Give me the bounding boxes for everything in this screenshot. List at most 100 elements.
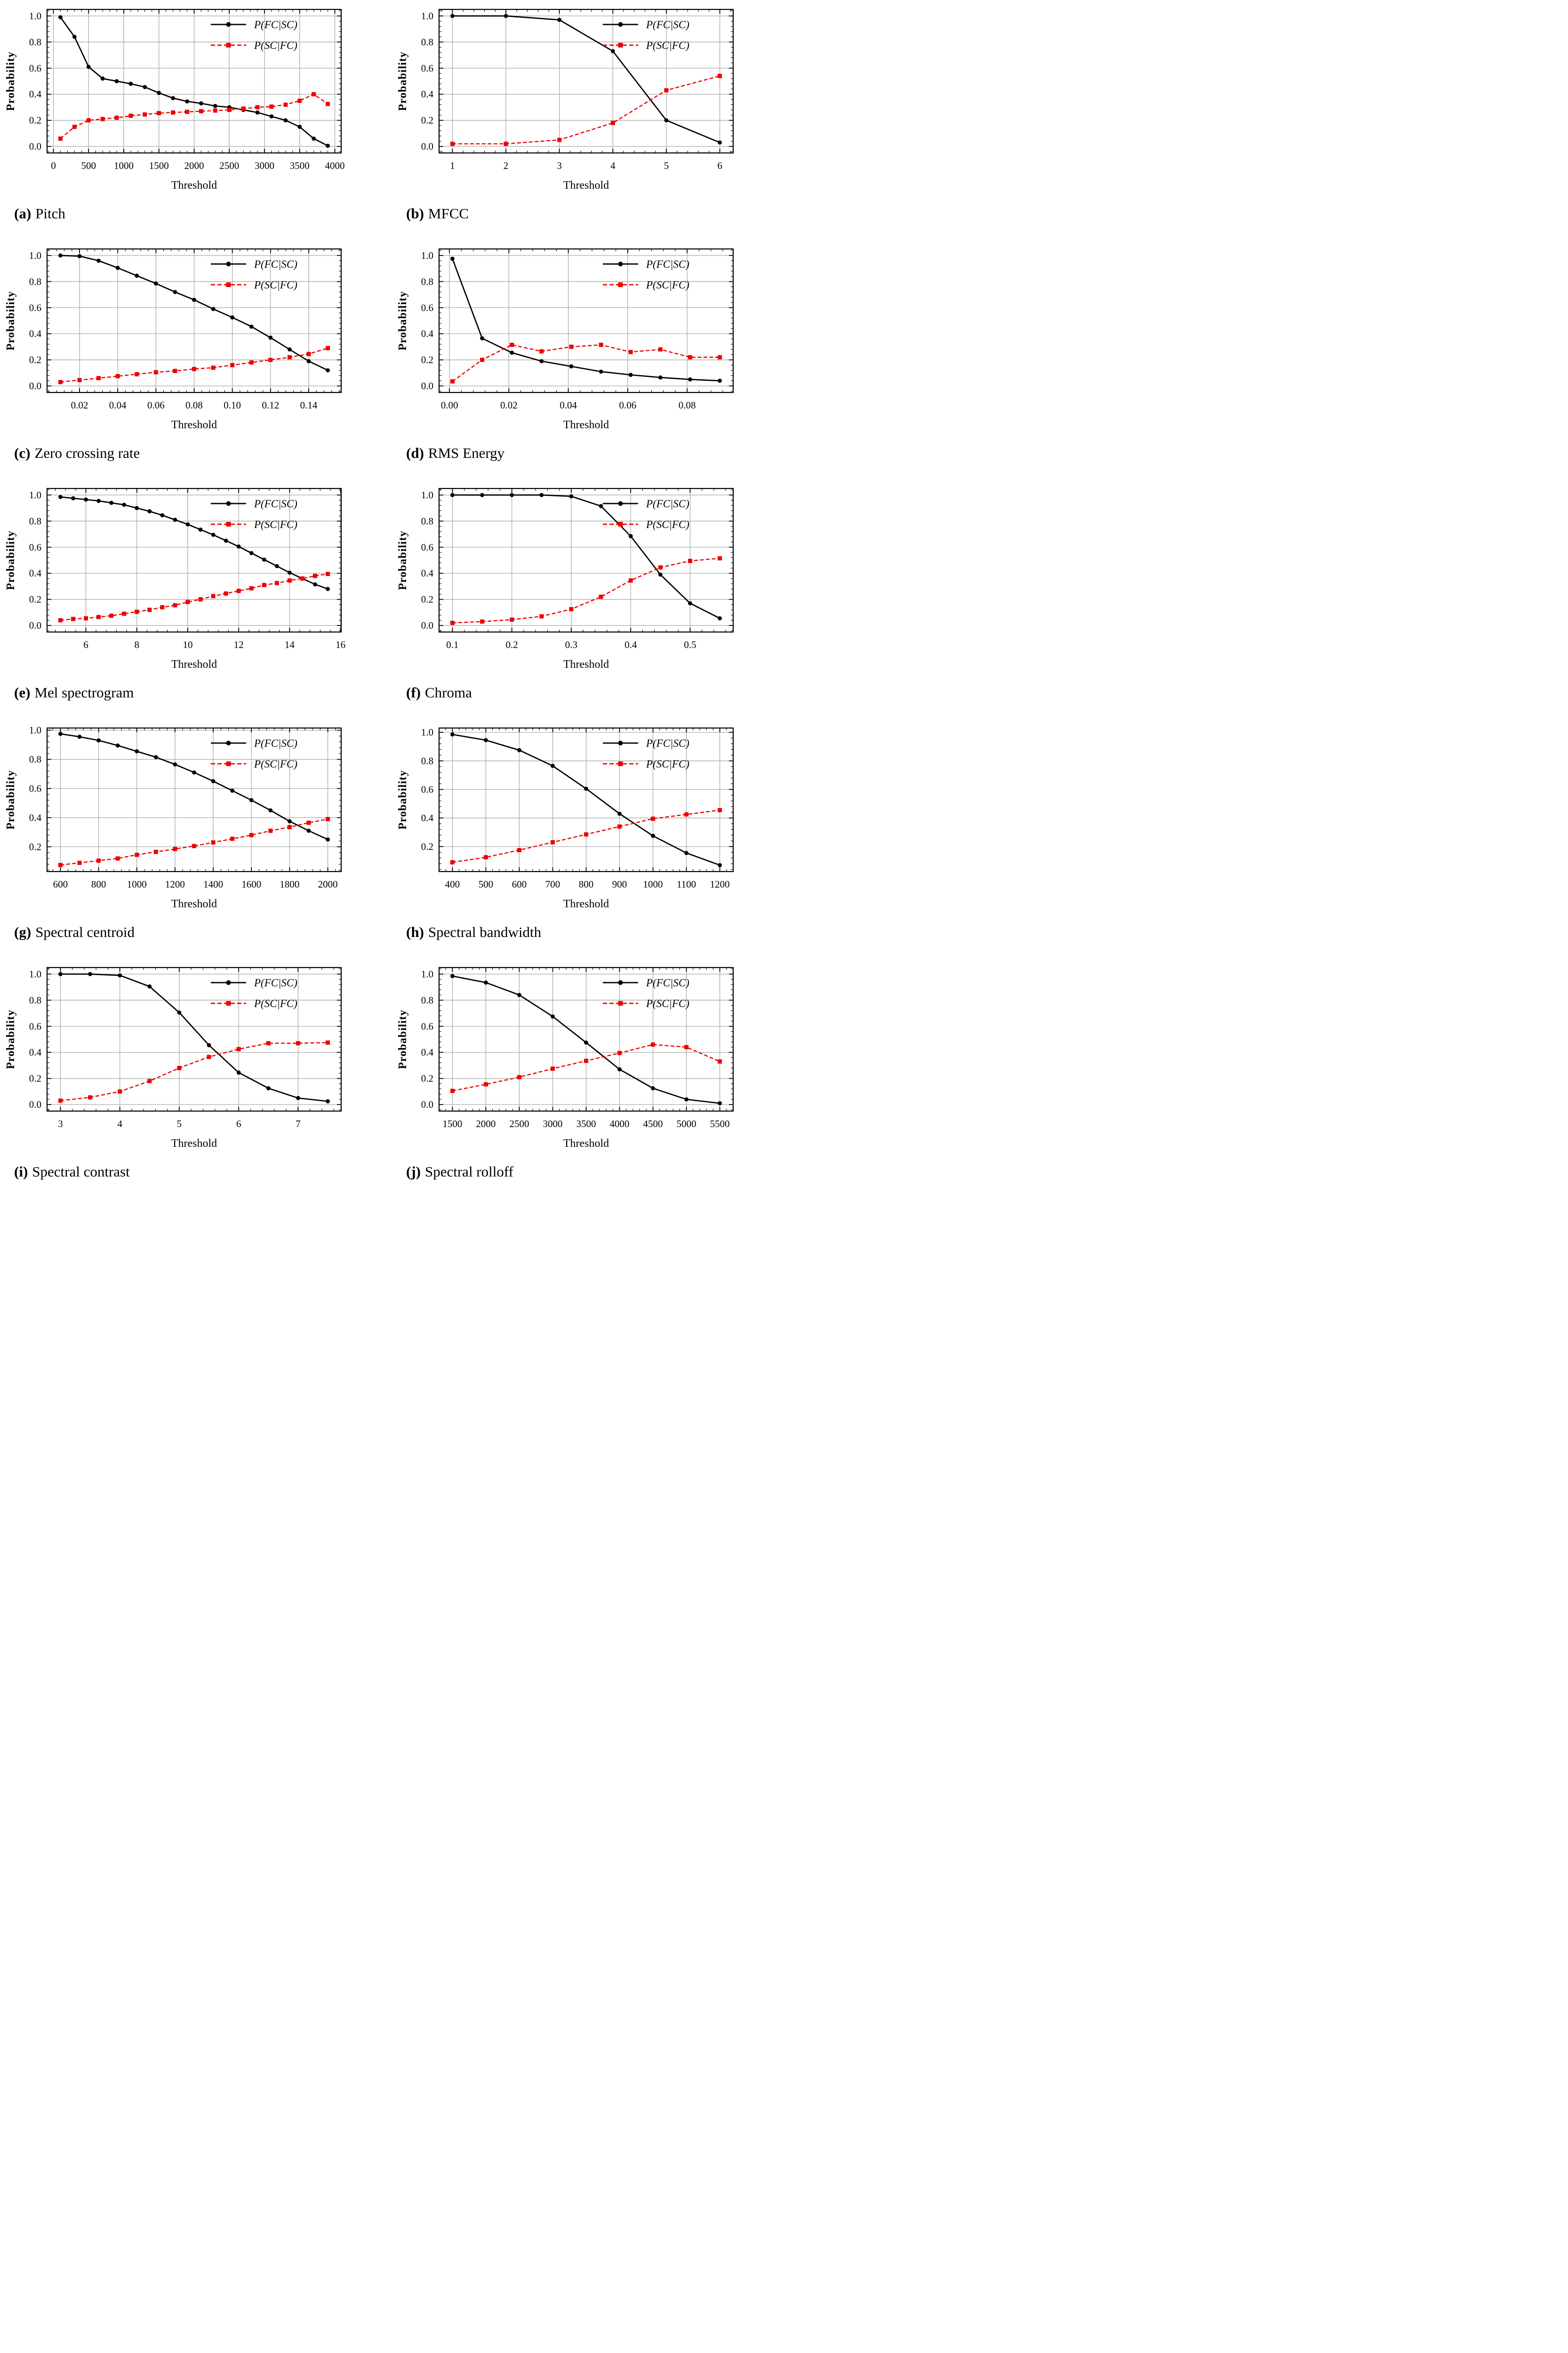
data-point-marker (283, 102, 288, 107)
data-point-marker (77, 378, 82, 383)
data-point-marker (484, 980, 488, 985)
y-tick-label: 1.0 (29, 250, 41, 261)
data-point-marker (135, 749, 139, 753)
legend-label: P(SC|FC) (254, 519, 297, 530)
x-tick-label: 0.02 (500, 400, 518, 411)
y-tick-label: 0.8 (421, 994, 433, 1006)
data-point-marker (241, 106, 246, 111)
x-tick-label: 3500 (290, 160, 310, 171)
series-p-sc-fc (450, 808, 722, 864)
series-p-fc-sc (58, 495, 330, 591)
data-point-marker (143, 112, 147, 117)
x-tick-label: 500 (479, 879, 494, 890)
data-point-marker (313, 582, 317, 587)
tick-marks (47, 9, 341, 153)
data-point-marker (283, 118, 288, 123)
tick-marks (47, 968, 341, 1111)
data-point-marker (199, 101, 203, 106)
data-point-marker (88, 1095, 93, 1100)
chart-g: 600 800 1000 1200 1400 1600 1800 2000 0.2 0.4 0.6 0… (5, 725, 342, 910)
y-tick-label: 1.0 (29, 968, 41, 980)
legend-marker-square (618, 1001, 623, 1006)
series-line (60, 973, 328, 1102)
data-point-marker (192, 844, 196, 848)
data-point-marker (118, 1089, 122, 1094)
data-point-marker (450, 256, 455, 261)
data-point-marker (211, 840, 216, 845)
data-point-marker (77, 860, 82, 865)
data-point-marker (171, 110, 176, 115)
series-line (452, 15, 720, 144)
data-point-marker (84, 497, 88, 502)
data-point-marker (484, 738, 488, 743)
x-tick-label: 2000 (184, 160, 204, 171)
data-point-marker (539, 359, 544, 363)
data-point-marker (268, 808, 273, 813)
y-axis-label: Probability (397, 1009, 409, 1069)
data-point-marker (173, 518, 177, 522)
tick-marks (47, 249, 341, 392)
data-point-marker (296, 1041, 300, 1046)
tick-marks (47, 488, 341, 632)
y-tick-label: 0.0 (421, 1099, 433, 1110)
figure-grid: 0 500 1000 1500 2000 2500 3000 3500 4000 0.0 0.2 0.… (0, 0, 784, 1198)
data-point-marker (569, 364, 574, 368)
data-point-marker (312, 92, 316, 96)
data-point-marker (262, 557, 266, 562)
plot-border (438, 248, 734, 393)
series-p-fc-sc (58, 253, 330, 373)
panel-caption-text: Zero crossing rate (34, 445, 140, 461)
y-tick-label: 0.0 (29, 380, 41, 392)
panel-letter: e (14, 684, 30, 701)
chart-e: 6 8 10 12 14 16 0.0 0.2 0.4 0.6 0.8 1.0 Threshold Pro… (5, 488, 345, 671)
legend-marker-square (226, 282, 231, 287)
x-axis-label: Threshold (171, 898, 217, 910)
data-point-marker (135, 372, 139, 376)
data-point-marker (326, 144, 330, 148)
data-point-marker (664, 88, 669, 93)
x-tick-label: 600 (53, 879, 68, 890)
y-tick-label: 1.0 (421, 250, 433, 261)
legend-label: P(SC|FC) (646, 279, 689, 291)
data-point-marker (58, 495, 63, 499)
data-point-marker (450, 974, 455, 978)
data-point-marker (651, 1086, 655, 1090)
y-tick-label: 0.2 (421, 841, 433, 852)
data-point-marker (718, 1059, 722, 1064)
panel-f: 0.1 0.2 0.3 0.4 0.5 0.0 0.2 0.4 0.6 0.8 1.0 Thresho… (392, 479, 784, 719)
data-point-marker (147, 509, 152, 513)
data-point-marker (599, 369, 603, 374)
data-point-marker (224, 591, 228, 596)
data-point-marker (58, 253, 63, 258)
legend-label: P(FC|SC) (646, 258, 689, 270)
x-axis-label: Threshold (171, 658, 217, 671)
y-axis-label: Probability (397, 770, 409, 830)
data-point-marker (651, 816, 656, 821)
data-point-marker (213, 108, 217, 113)
series-line (60, 1042, 328, 1102)
legend-label: P(SC|FC) (646, 519, 689, 530)
y-tick-label: 0.8 (421, 755, 433, 767)
tick-marks (439, 249, 733, 392)
data-point-marker (192, 770, 196, 775)
data-point-marker (199, 109, 203, 113)
data-point-marker (249, 551, 254, 555)
y-tick-label: 0.6 (29, 542, 41, 553)
data-point-marker (510, 617, 514, 622)
panel-letter: a (14, 205, 31, 222)
chart-j: 1500 2000 2500 3000 3500 4000 4500 5000 5500 0.0 0… (397, 967, 734, 1150)
data-point-marker (211, 594, 216, 599)
series-p-fc-sc (58, 731, 330, 842)
y-tick-label: 0.6 (421, 784, 433, 795)
data-point-marker (207, 1043, 211, 1048)
legend-marker-square (618, 761, 623, 766)
data-point-marker (296, 1096, 300, 1100)
grid-lines (47, 728, 341, 872)
data-point-marker (312, 136, 316, 141)
data-point-marker (211, 779, 216, 784)
series-p-sc-fc (450, 1042, 722, 1093)
panel-c: 0.02 0.04 0.06 0.08 0.10 0.12 0.14 0.0 0.2 0.4 0.6… (0, 240, 392, 479)
legend-label: P(FC|SC) (254, 737, 297, 749)
series-p-fc-sc (450, 256, 722, 383)
grid-lines (47, 488, 341, 632)
